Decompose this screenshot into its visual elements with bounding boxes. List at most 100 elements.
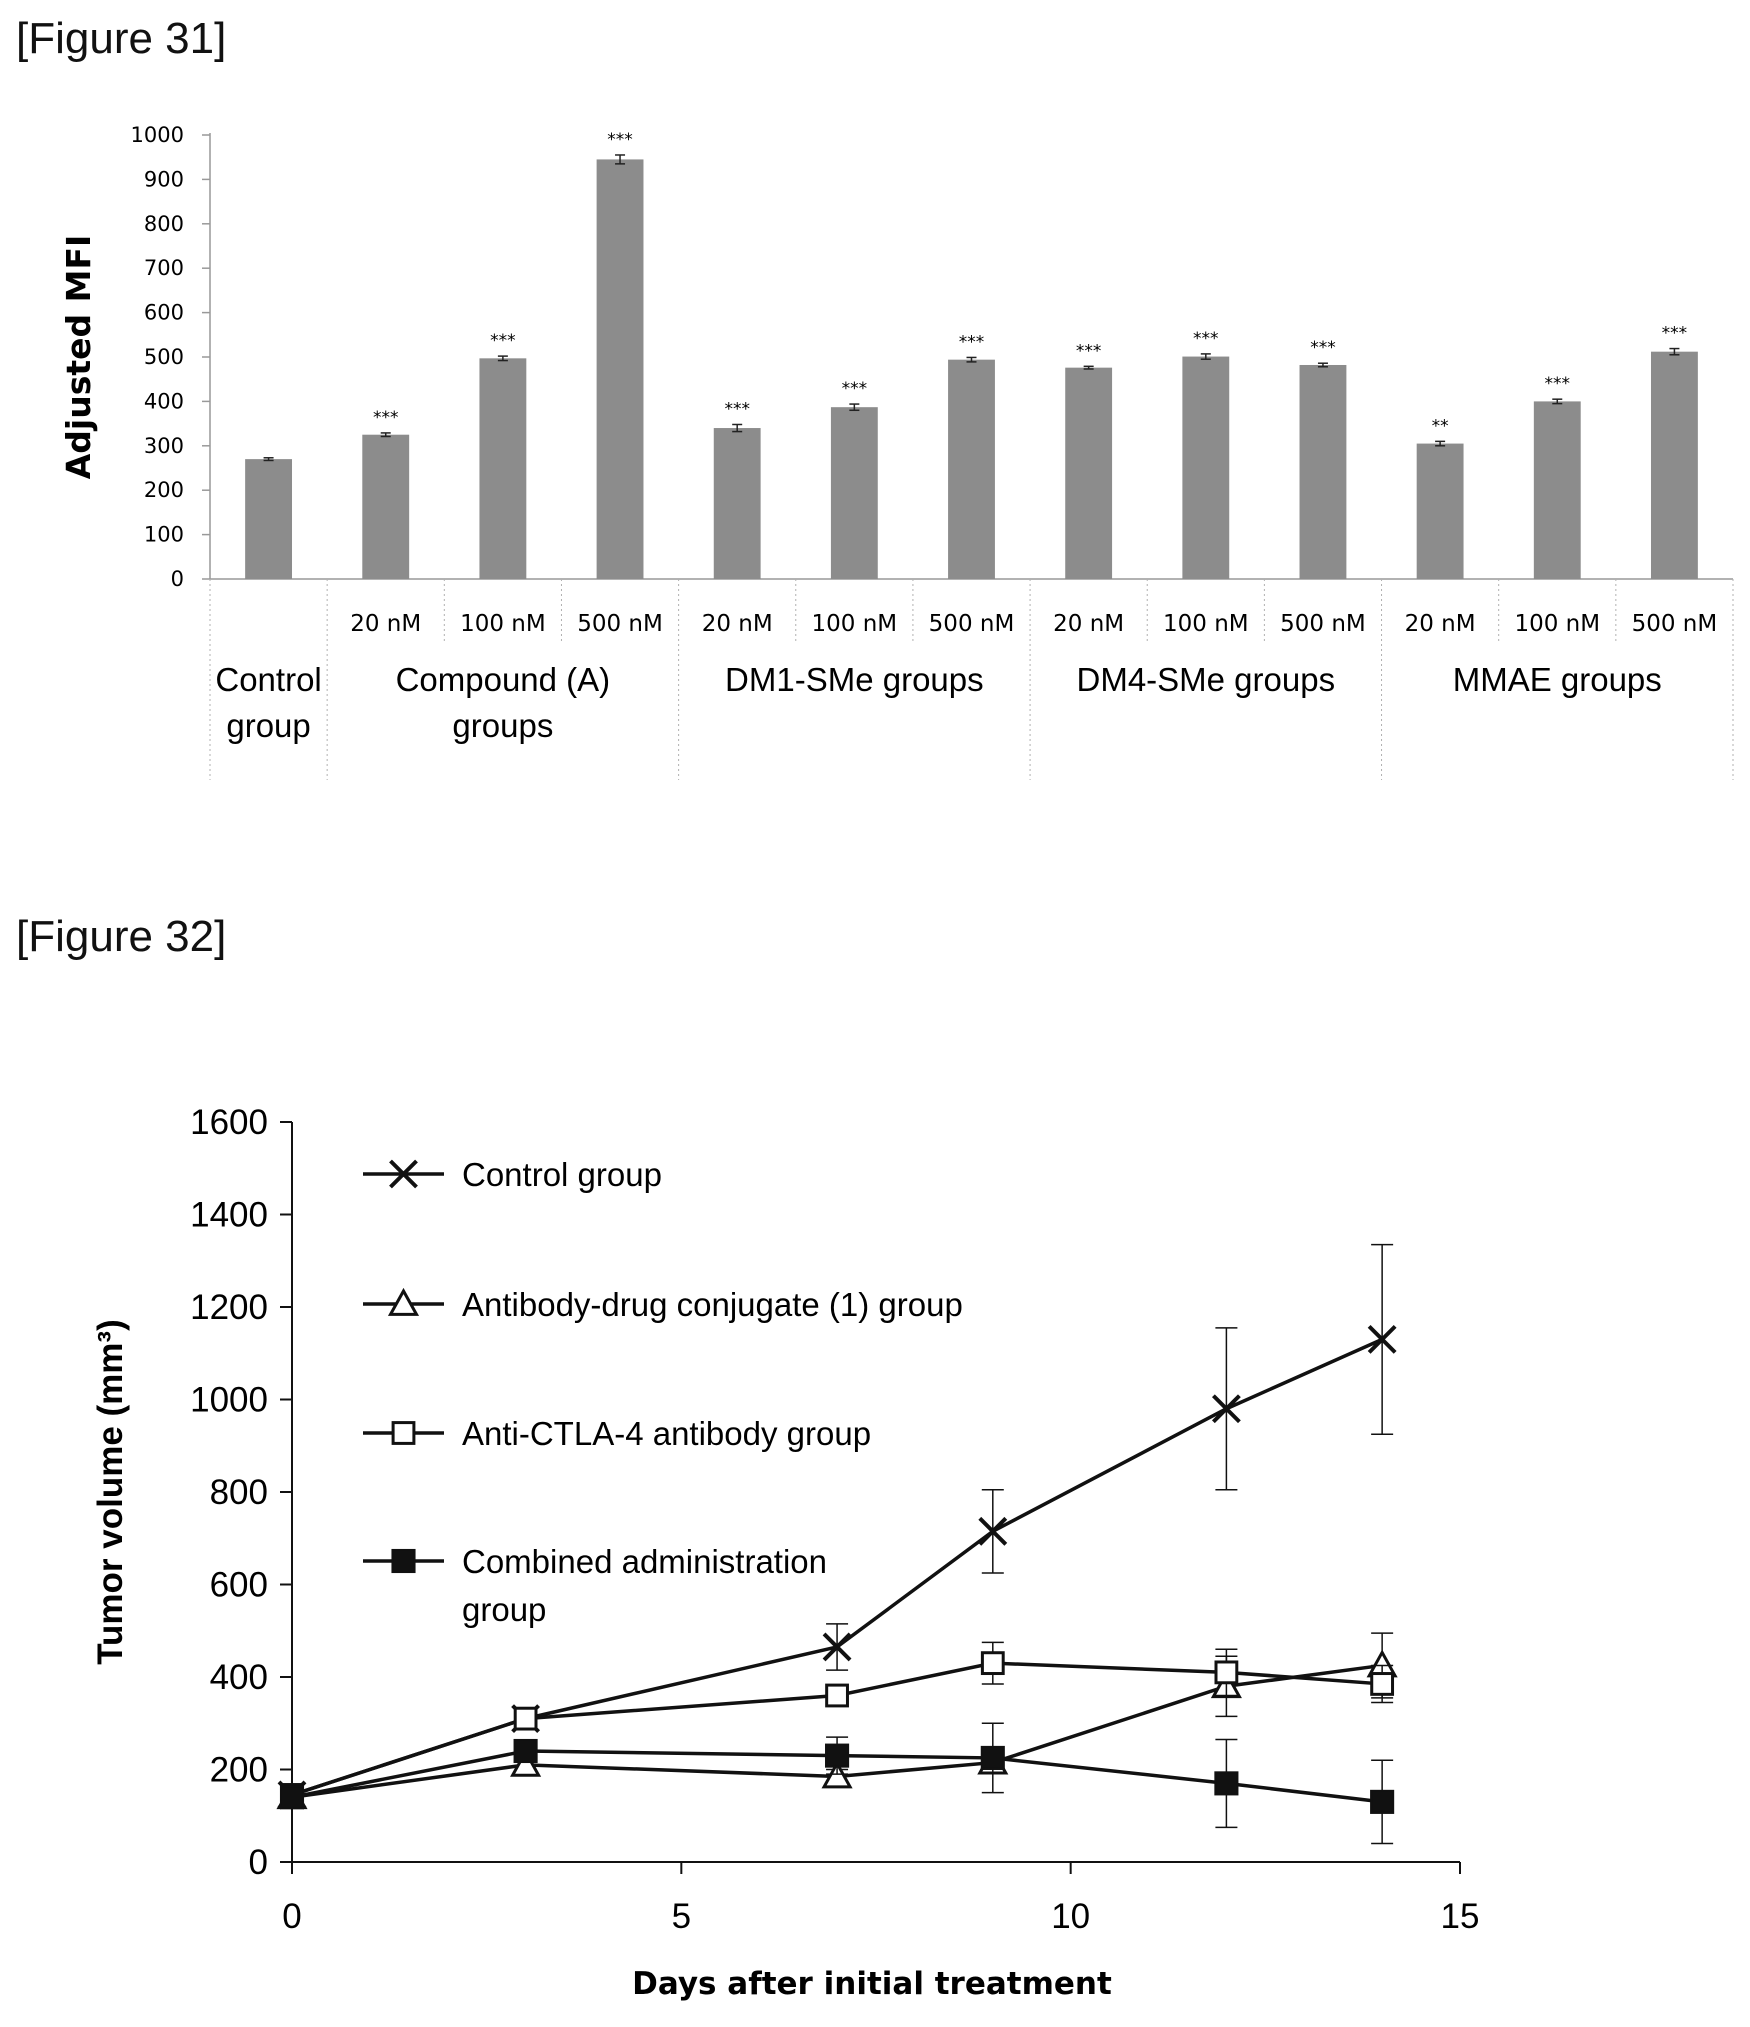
legend-item: Combined administration group xyxy=(363,1543,827,1628)
significance-label: *** xyxy=(724,399,750,419)
figure-31-bar-chart: 0 100 200 300 400 500 600 700 800 900 1000 Adjusted… xyxy=(59,123,1734,780)
triangle-marker xyxy=(510,1748,542,1777)
group-label: DM1-SMe groups xyxy=(725,661,984,698)
significance-label: *** xyxy=(490,331,516,351)
legend-item: Antibody-drug conjugate (1) group xyxy=(363,1286,963,1323)
x-marker-stroke xyxy=(389,1159,418,1189)
bar xyxy=(1416,443,1464,579)
y-tick-label: 1600 xyxy=(190,1103,268,1142)
figure-32-line-chart: 0 200 400 600 800 1000 1200 1400 1600 0 5 10 15 Days … xyxy=(91,1103,1480,2002)
x-marker xyxy=(822,1632,852,1662)
series xyxy=(277,1243,1397,1810)
figure-32-label: [Figure 32] xyxy=(16,912,227,961)
filled-square-marker xyxy=(391,1548,416,1574)
open-square-marker xyxy=(1214,1660,1239,1685)
bar xyxy=(362,434,410,579)
concentration-label: 100 nM xyxy=(812,611,898,637)
concentration-label: 20 nM xyxy=(702,611,773,637)
bar xyxy=(245,459,293,579)
bar xyxy=(1299,364,1347,579)
x-tick-label: 15 xyxy=(1441,1897,1480,1936)
bar xyxy=(830,407,878,579)
filled-square-marker xyxy=(1370,1789,1395,1814)
y-tick-label: 0 xyxy=(249,1843,268,1882)
y-tick-label: 900 xyxy=(144,167,184,191)
bar xyxy=(1182,356,1230,579)
filled-square-marker xyxy=(825,1743,850,1768)
y-tick-label: 600 xyxy=(144,301,184,325)
y-tick-label: 800 xyxy=(210,1473,268,1512)
y-axis-label: Adjusted MFI xyxy=(59,235,98,480)
group-label: Control xyxy=(215,661,321,698)
x-marker-stroke xyxy=(978,1516,1008,1546)
filled-square-marker xyxy=(1214,1771,1239,1796)
significance-label: *** xyxy=(842,379,868,399)
legend-label: Combined administration xyxy=(462,1543,827,1580)
series-line xyxy=(291,1749,1383,1804)
x-tick-label: 5 xyxy=(672,1897,691,1936)
filled-square-marker xyxy=(980,1745,1005,1770)
bar xyxy=(1065,367,1113,579)
series-line xyxy=(291,1337,1383,1797)
concentration-label: 500 nM xyxy=(929,611,1015,637)
significance-label: *** xyxy=(1193,329,1219,349)
concentration-label: 500 nM xyxy=(1632,611,1718,637)
significance-label: *** xyxy=(1545,374,1571,394)
concentration-label: 20 nM xyxy=(1405,611,1476,637)
triangle-marker xyxy=(387,1287,420,1316)
significance-label: *** xyxy=(1076,341,1102,361)
legend-label: Control group xyxy=(462,1156,662,1193)
group-label: DM4-SMe groups xyxy=(1077,661,1336,698)
y-tick-label: 400 xyxy=(144,389,184,413)
series xyxy=(279,1722,1395,1845)
significance-label: *** xyxy=(607,130,633,150)
y-tick-label: 500 xyxy=(144,345,184,369)
series-line xyxy=(291,1663,1383,1799)
x-marker xyxy=(1211,1394,1241,1424)
significance-label: ** xyxy=(1432,416,1449,436)
x-tick-label: 0 xyxy=(282,1897,301,1936)
y-axis-label: Tumor volume (mm³) xyxy=(91,1319,130,1664)
x-marker xyxy=(389,1159,418,1189)
group-label: group xyxy=(226,707,310,744)
x-axis-label: Days after initial treatment xyxy=(632,1966,1112,2002)
x-tick-label: 10 xyxy=(1051,1897,1090,1936)
significance-label: *** xyxy=(1310,338,1336,358)
open-square-marker xyxy=(1370,1672,1395,1696)
group-label: Compound (A) xyxy=(396,661,611,698)
concentration-label: 20 nM xyxy=(1053,611,1124,637)
y-tick-label: 100 xyxy=(144,523,184,547)
x-marker-stroke xyxy=(1211,1394,1241,1424)
bar xyxy=(596,159,644,580)
x-marker-stroke xyxy=(822,1632,852,1662)
open-square-marker xyxy=(980,1651,1005,1676)
legend-label: Anti-CTLA-4 antibody group xyxy=(462,1415,871,1452)
y-tick-label: 1000 xyxy=(190,1381,268,1420)
bar xyxy=(948,359,995,579)
x-marker-stroke xyxy=(1367,1324,1397,1354)
significance-label: *** xyxy=(373,408,399,428)
y-tick-label: 1000 xyxy=(131,123,184,147)
filled-square-marker xyxy=(513,1738,538,1764)
open-square-marker xyxy=(513,1706,538,1731)
bar xyxy=(1533,401,1581,579)
y-tick-label: 600 xyxy=(210,1566,268,1605)
significance-label: *** xyxy=(959,332,985,352)
y-tick-label: 0 xyxy=(171,567,184,591)
concentration-label: 100 nM xyxy=(460,611,546,637)
figure-31-label: [Figure 31] xyxy=(16,14,227,63)
series-line xyxy=(291,1661,1383,1797)
concentration-label: 500 nM xyxy=(1280,611,1366,637)
y-tick-label: 1400 xyxy=(190,1196,268,1235)
x-marker xyxy=(1367,1324,1397,1354)
y-tick-label: 200 xyxy=(144,478,184,502)
bar xyxy=(713,428,761,579)
y-tick-label: 800 xyxy=(144,212,184,236)
significance-label: *** xyxy=(1662,324,1688,344)
open-square-marker xyxy=(391,1421,416,1445)
open-square-marker xyxy=(825,1683,849,1708)
concentration-label: 500 nM xyxy=(577,611,663,637)
concentration-label: 20 nM xyxy=(350,611,421,637)
filled-square-marker xyxy=(279,1785,305,1810)
bar xyxy=(1650,351,1698,579)
